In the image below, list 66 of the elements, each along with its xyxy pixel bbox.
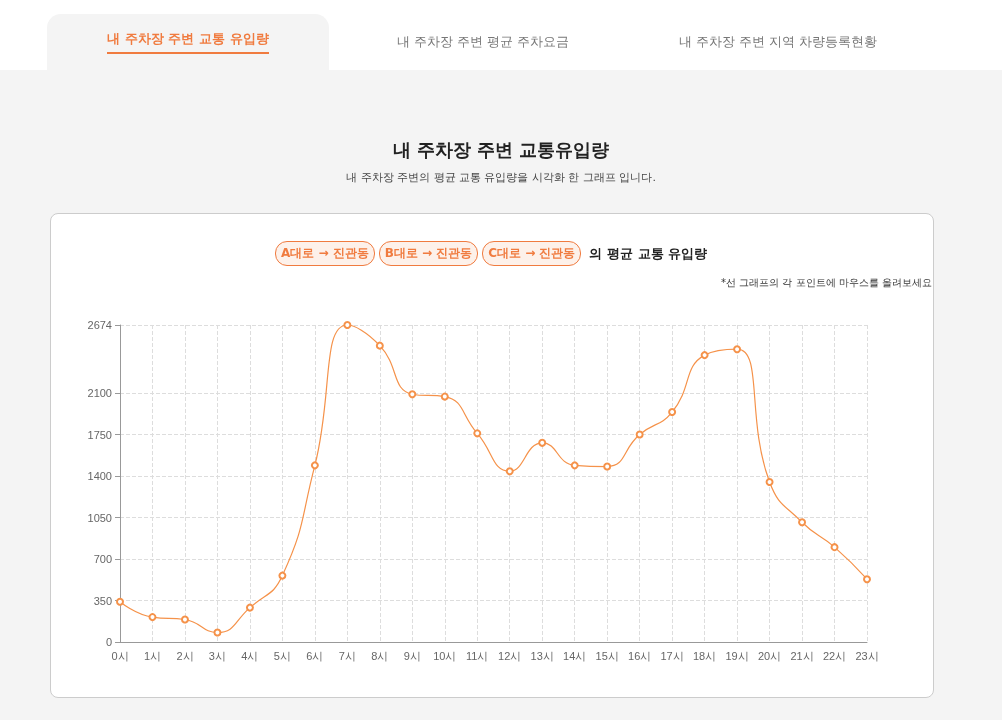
point — [830, 543, 839, 552]
x-tick-label: 3시 — [208, 649, 226, 662]
text: C대로 → 진관동 — [482, 241, 582, 266]
x-tick-label: 17시 — [660, 649, 684, 662]
x-tick-label: 13시 — [530, 649, 554, 662]
text: 내 주차장 주변 평균 주차요금 — [396, 33, 570, 51]
x-tick-label: 10시 — [433, 649, 457, 662]
point — [635, 430, 644, 439]
x-tick-label: 12시 — [498, 649, 522, 662]
point — [440, 392, 449, 401]
y-tick-label: 1750 — [87, 428, 112, 441]
point — [180, 615, 189, 624]
x-tick-label: 18시 — [692, 649, 717, 662]
x-tick-label: 20시 — [757, 649, 782, 662]
point — [603, 462, 612, 471]
x-tick-label: 19시 — [725, 649, 749, 662]
y-tick-label: 1050 — [87, 511, 112, 524]
x-tick-label: 11시 — [466, 649, 489, 662]
x-tick-label: 15시 — [595, 649, 619, 662]
point — [310, 461, 319, 470]
point — [408, 390, 417, 399]
text: 내 주차장 주변 교통 유입량 — [107, 30, 269, 54]
point — [798, 518, 807, 527]
y-tick-label: 1400 — [87, 470, 112, 483]
point — [570, 461, 579, 470]
point — [148, 613, 157, 622]
point — [473, 429, 482, 438]
y-tick-label: 2100 — [87, 387, 112, 400]
point — [213, 628, 222, 637]
y-tick-label: 350 — [93, 594, 112, 607]
chart-subtitle: 내 주차장 주변의 평균 교통 유입량을 시각화 한 그래프 입니다. — [345, 170, 657, 185]
x-tick-label: 8시 — [371, 649, 389, 662]
point — [863, 575, 871, 584]
point — [538, 438, 547, 447]
point — [343, 321, 352, 329]
text: 의 평균 교통 유입량 — [589, 244, 708, 263]
text: A대로 → 진관동 — [274, 241, 375, 266]
point — [245, 603, 254, 612]
y-tick-label: 0 — [105, 636, 112, 648]
x-tick-label: 23시 — [855, 649, 879, 662]
point — [668, 408, 677, 417]
y-tick-label: 2674 — [87, 319, 112, 331]
point — [700, 351, 709, 360]
point — [116, 597, 124, 606]
x-tick-label: 14시 — [563, 649, 587, 662]
point — [278, 571, 287, 580]
x-tick-label: 0시 — [111, 649, 129, 662]
x-tick-label: 7시 — [338, 649, 356, 662]
text: 내 주차장 주변 지역 차량등록현황 — [678, 33, 878, 51]
point — [375, 341, 384, 350]
x-tick-label: 22시 — [822, 649, 847, 662]
y-tick-label: 700 — [93, 553, 112, 566]
x-tick-label: 1시 — [143, 649, 162, 662]
text: *선 그래프의 각 포인트에 마우스를 올려보세요 — [721, 276, 932, 290]
x-tick-label: 21시 — [790, 649, 814, 662]
x-tick-label: 5시 — [273, 649, 291, 662]
x-tick-label: 4시 — [241, 649, 259, 662]
x-tick-label: 16시 — [628, 649, 652, 662]
x-tick-label: 2시 — [176, 649, 194, 662]
x-tick-label: 6시 — [306, 649, 324, 662]
text: B대로 → 진관동 — [378, 241, 479, 266]
point — [765, 477, 774, 486]
point — [733, 345, 742, 354]
x-tick-label: 9시 — [403, 649, 421, 662]
chart-title: 내 주차장 주변 교통유입량 — [391, 138, 611, 162]
point — [505, 467, 514, 476]
